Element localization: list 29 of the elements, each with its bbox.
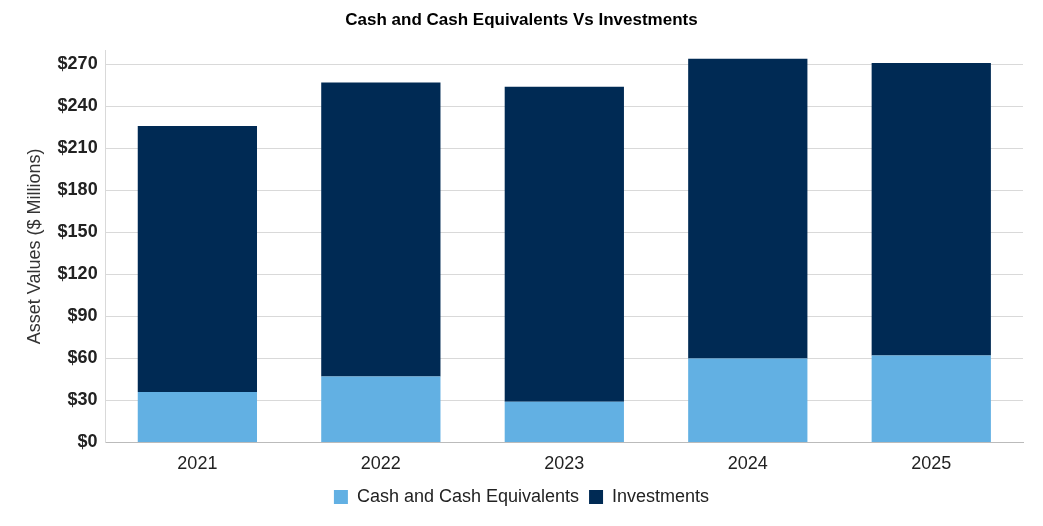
bar [688, 58, 808, 359]
bar [137, 392, 258, 442]
y-tick-label: $180 [57, 179, 98, 200]
x-tick-label: 2024 [727, 453, 768, 474]
y-tick-label: $240 [57, 95, 98, 116]
y-axis-title: Asset Values ($ Millions) [23, 148, 44, 345]
legend-label: Cash and Cash Equivalents [356, 485, 580, 506]
x-tick-label: 2021 [177, 453, 218, 474]
bar [871, 355, 991, 442]
chart-title: Cash and Cash Equivalents Vs Investments [345, 9, 698, 29]
bar [321, 82, 441, 377]
y-tick-label: $120 [57, 263, 98, 284]
x-tick-label: 2025 [911, 453, 952, 474]
bar [504, 86, 624, 402]
y-tick-label: $90 [67, 305, 98, 326]
y-tick-label: $270 [57, 53, 98, 74]
x-tick-label: 2022 [360, 453, 401, 474]
bar [688, 358, 808, 442]
bar [137, 126, 258, 392]
legend-label: Investments [612, 485, 710, 506]
bar [504, 401, 624, 442]
bar [321, 376, 441, 442]
y-tick-label: $30 [67, 389, 98, 410]
y-tick-label: $60 [67, 347, 98, 368]
y-tick-label: $0 [77, 431, 98, 452]
y-tick-label: $210 [57, 137, 98, 158]
y-tick-label: $150 [57, 221, 98, 242]
bar [871, 63, 991, 356]
x-tick-label: 2023 [544, 453, 585, 474]
